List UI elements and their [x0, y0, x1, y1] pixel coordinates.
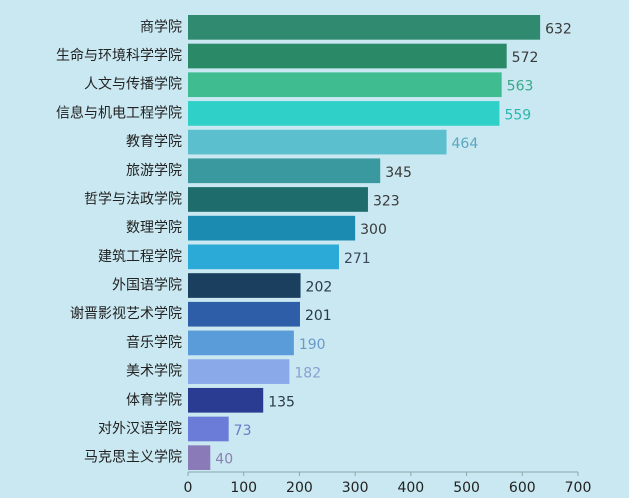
bar [188, 244, 339, 270]
bar [188, 359, 290, 384]
value-label: 202 [306, 280, 333, 296]
bar [188, 387, 264, 413]
x-tick-label: 500 [453, 480, 480, 496]
bar [188, 43, 507, 69]
x-tick-label: 600 [509, 480, 536, 496]
bar [188, 215, 356, 241]
value-label: 40 [215, 452, 233, 468]
bar [188, 445, 211, 470]
bar [188, 301, 300, 327]
y-tick-label: 商学院 [140, 19, 182, 35]
bar [188, 158, 381, 184]
bar [188, 416, 229, 442]
value-label: 632 [545, 21, 572, 37]
bar [188, 273, 301, 298]
y-tick-label: 人文与传播学院 [84, 77, 182, 93]
value-label: 559 [504, 107, 531, 123]
y-tick-label: 谢晋影视艺术学院 [70, 306, 182, 322]
bar [188, 187, 368, 212]
bar [188, 330, 294, 356]
value-label: 190 [299, 337, 326, 353]
value-label: 73 [234, 423, 252, 439]
y-tick-label: 体育学院 [126, 392, 182, 408]
value-label: 323 [373, 193, 400, 209]
x-tick-label: 200 [286, 480, 313, 496]
y-tick-label: 教育学院 [126, 134, 182, 150]
y-tick-label: 建筑工程学院 [98, 249, 182, 265]
y-tick-label: 数理学院 [126, 220, 182, 236]
y-tick-label: 音乐学院 [126, 334, 182, 351]
bar [188, 129, 447, 155]
bar [188, 15, 541, 40]
x-tick-label: 100 [230, 480, 257, 496]
value-label: 345 [385, 165, 412, 181]
y-tick-label: 美术学院 [126, 364, 182, 380]
value-label: 464 [452, 136, 479, 152]
value-label: 572 [512, 50, 539, 66]
value-label: 563 [507, 79, 534, 95]
y-tick-label: 马克思主义学院 [84, 450, 182, 466]
y-tick-label: 信息与机电工程学院 [56, 104, 182, 121]
bar [188, 72, 502, 98]
x-tick-label: 400 [397, 480, 424, 496]
y-tick-label: 哲学与法政学院 [84, 191, 182, 207]
value-label: 271 [344, 251, 371, 267]
y-tick-label: 旅游学院 [126, 163, 182, 179]
y-tick-label: 外国语学院 [112, 278, 182, 294]
value-label: 201 [305, 308, 332, 324]
y-tick-label: 对外汉语学院 [98, 421, 182, 437]
value-label: 182 [294, 366, 321, 382]
bar [188, 101, 500, 126]
y-tick-label: 生命与环境科学学院 [56, 47, 182, 64]
x-tick-label: 0 [184, 480, 193, 496]
value-label: 135 [268, 394, 295, 410]
x-tick-label: 700 [565, 480, 592, 496]
value-label: 300 [360, 222, 387, 238]
x-tick-label: 300 [342, 480, 369, 496]
